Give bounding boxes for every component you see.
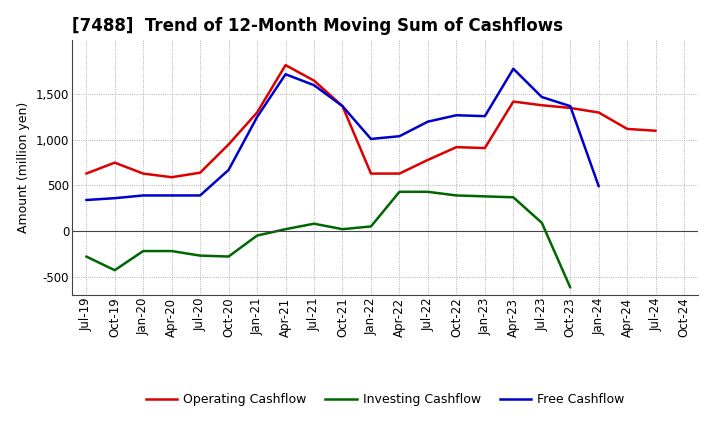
Free Cashflow — [253, 114, 261, 120]
Investing Cashflow — [509, 194, 518, 200]
Operating Cashflow — [282, 62, 290, 68]
Investing Cashflow — [480, 194, 489, 199]
Free Cashflow — [452, 113, 461, 118]
Free Cashflow — [509, 66, 518, 71]
Free Cashflow — [423, 119, 432, 124]
Operating Cashflow — [395, 171, 404, 176]
Operating Cashflow — [623, 126, 631, 132]
Free Cashflow — [110, 195, 119, 201]
Investing Cashflow — [110, 268, 119, 273]
Investing Cashflow — [452, 193, 461, 198]
Legend: Operating Cashflow, Investing Cashflow, Free Cashflow: Operating Cashflow, Investing Cashflow, … — [141, 388, 629, 411]
Free Cashflow — [167, 193, 176, 198]
Investing Cashflow — [167, 249, 176, 254]
Investing Cashflow — [139, 249, 148, 254]
Free Cashflow — [338, 103, 347, 109]
Free Cashflow — [537, 95, 546, 100]
Operating Cashflow — [452, 144, 461, 150]
Investing Cashflow — [82, 254, 91, 259]
Free Cashflow — [366, 136, 375, 142]
Operating Cashflow — [480, 145, 489, 150]
Free Cashflow — [595, 184, 603, 189]
Operating Cashflow — [338, 103, 347, 109]
Free Cashflow — [310, 83, 318, 88]
Operating Cashflow — [566, 105, 575, 110]
Line: Operating Cashflow: Operating Cashflow — [86, 65, 656, 177]
Investing Cashflow — [423, 189, 432, 194]
Operating Cashflow — [110, 160, 119, 165]
Investing Cashflow — [225, 254, 233, 259]
Operating Cashflow — [196, 170, 204, 175]
Investing Cashflow — [310, 221, 318, 226]
Operating Cashflow — [537, 103, 546, 108]
Operating Cashflow — [139, 171, 148, 176]
Operating Cashflow — [253, 110, 261, 115]
Investing Cashflow — [196, 253, 204, 258]
Operating Cashflow — [366, 171, 375, 176]
Operating Cashflow — [225, 142, 233, 147]
Operating Cashflow — [652, 128, 660, 133]
Line: Investing Cashflow: Investing Cashflow — [86, 192, 570, 287]
Investing Cashflow — [366, 224, 375, 229]
Free Cashflow — [566, 103, 575, 109]
Operating Cashflow — [423, 157, 432, 162]
Free Cashflow — [82, 198, 91, 203]
Investing Cashflow — [338, 227, 347, 232]
Investing Cashflow — [282, 227, 290, 232]
Free Cashflow — [395, 134, 404, 139]
Investing Cashflow — [566, 285, 575, 290]
Investing Cashflow — [253, 233, 261, 238]
Free Cashflow — [282, 72, 290, 77]
Line: Free Cashflow: Free Cashflow — [86, 69, 599, 200]
Operating Cashflow — [509, 99, 518, 104]
Operating Cashflow — [167, 175, 176, 180]
Free Cashflow — [480, 114, 489, 119]
Free Cashflow — [225, 167, 233, 172]
Operating Cashflow — [310, 78, 318, 83]
Free Cashflow — [196, 193, 204, 198]
Y-axis label: Amount (million yen): Amount (million yen) — [17, 102, 30, 233]
Investing Cashflow — [395, 189, 404, 194]
Operating Cashflow — [82, 171, 91, 176]
Investing Cashflow — [537, 220, 546, 225]
Text: [7488]  Trend of 12-Month Moving Sum of Cashflows: [7488] Trend of 12-Month Moving Sum of C… — [72, 17, 563, 35]
Operating Cashflow — [595, 110, 603, 115]
Free Cashflow — [139, 193, 148, 198]
